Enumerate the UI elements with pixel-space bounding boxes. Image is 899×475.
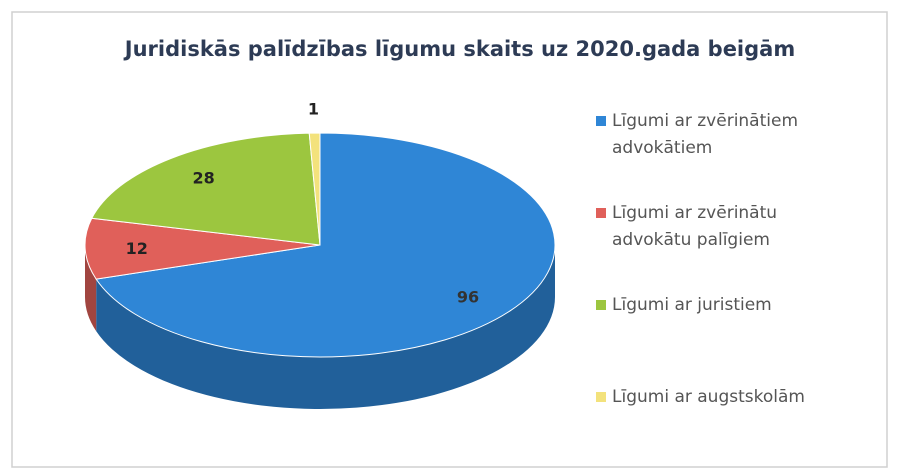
legend-label: Līgumi ar augstskolām <box>612 387 805 407</box>
legend-item: Līgumi ar zvērinātiem advokātiem <box>596 108 856 162</box>
pie-side <box>96 245 555 409</box>
data-label: 28 <box>192 169 214 188</box>
data-label: 1 <box>308 99 319 118</box>
pie-slice <box>84 217 321 280</box>
legend-swatch <box>596 208 606 218</box>
legend-label: Līgumi ar zvērinātu advokātu palīgiem <box>612 203 778 250</box>
frame <box>11 11 888 468</box>
data-label: 12 <box>126 239 148 258</box>
data-label: 96 <box>457 288 479 307</box>
legend-label: Līgumi ar juristiem <box>612 295 772 315</box>
legend-item: Līgumi ar juristiem <box>596 292 856 319</box>
legend-item: Līgumi ar augstskolām <box>596 384 856 411</box>
legend-label: Līgumi ar zvērinātiem advokātiem <box>612 111 799 158</box>
pie-slice <box>91 132 321 246</box>
legend-swatch <box>596 300 606 310</box>
pie-slice <box>95 132 556 358</box>
pie-slice <box>308 132 321 246</box>
legend-swatch <box>596 392 606 402</box>
pie-side <box>85 245 97 332</box>
chart-title: Juridiskās palīdzības līgumu skaits uz 2… <box>123 37 795 61</box>
legend-item: Līgumi ar zvērinātu advokātu palīgiem <box>596 200 856 254</box>
legend-swatch <box>596 116 606 126</box>
